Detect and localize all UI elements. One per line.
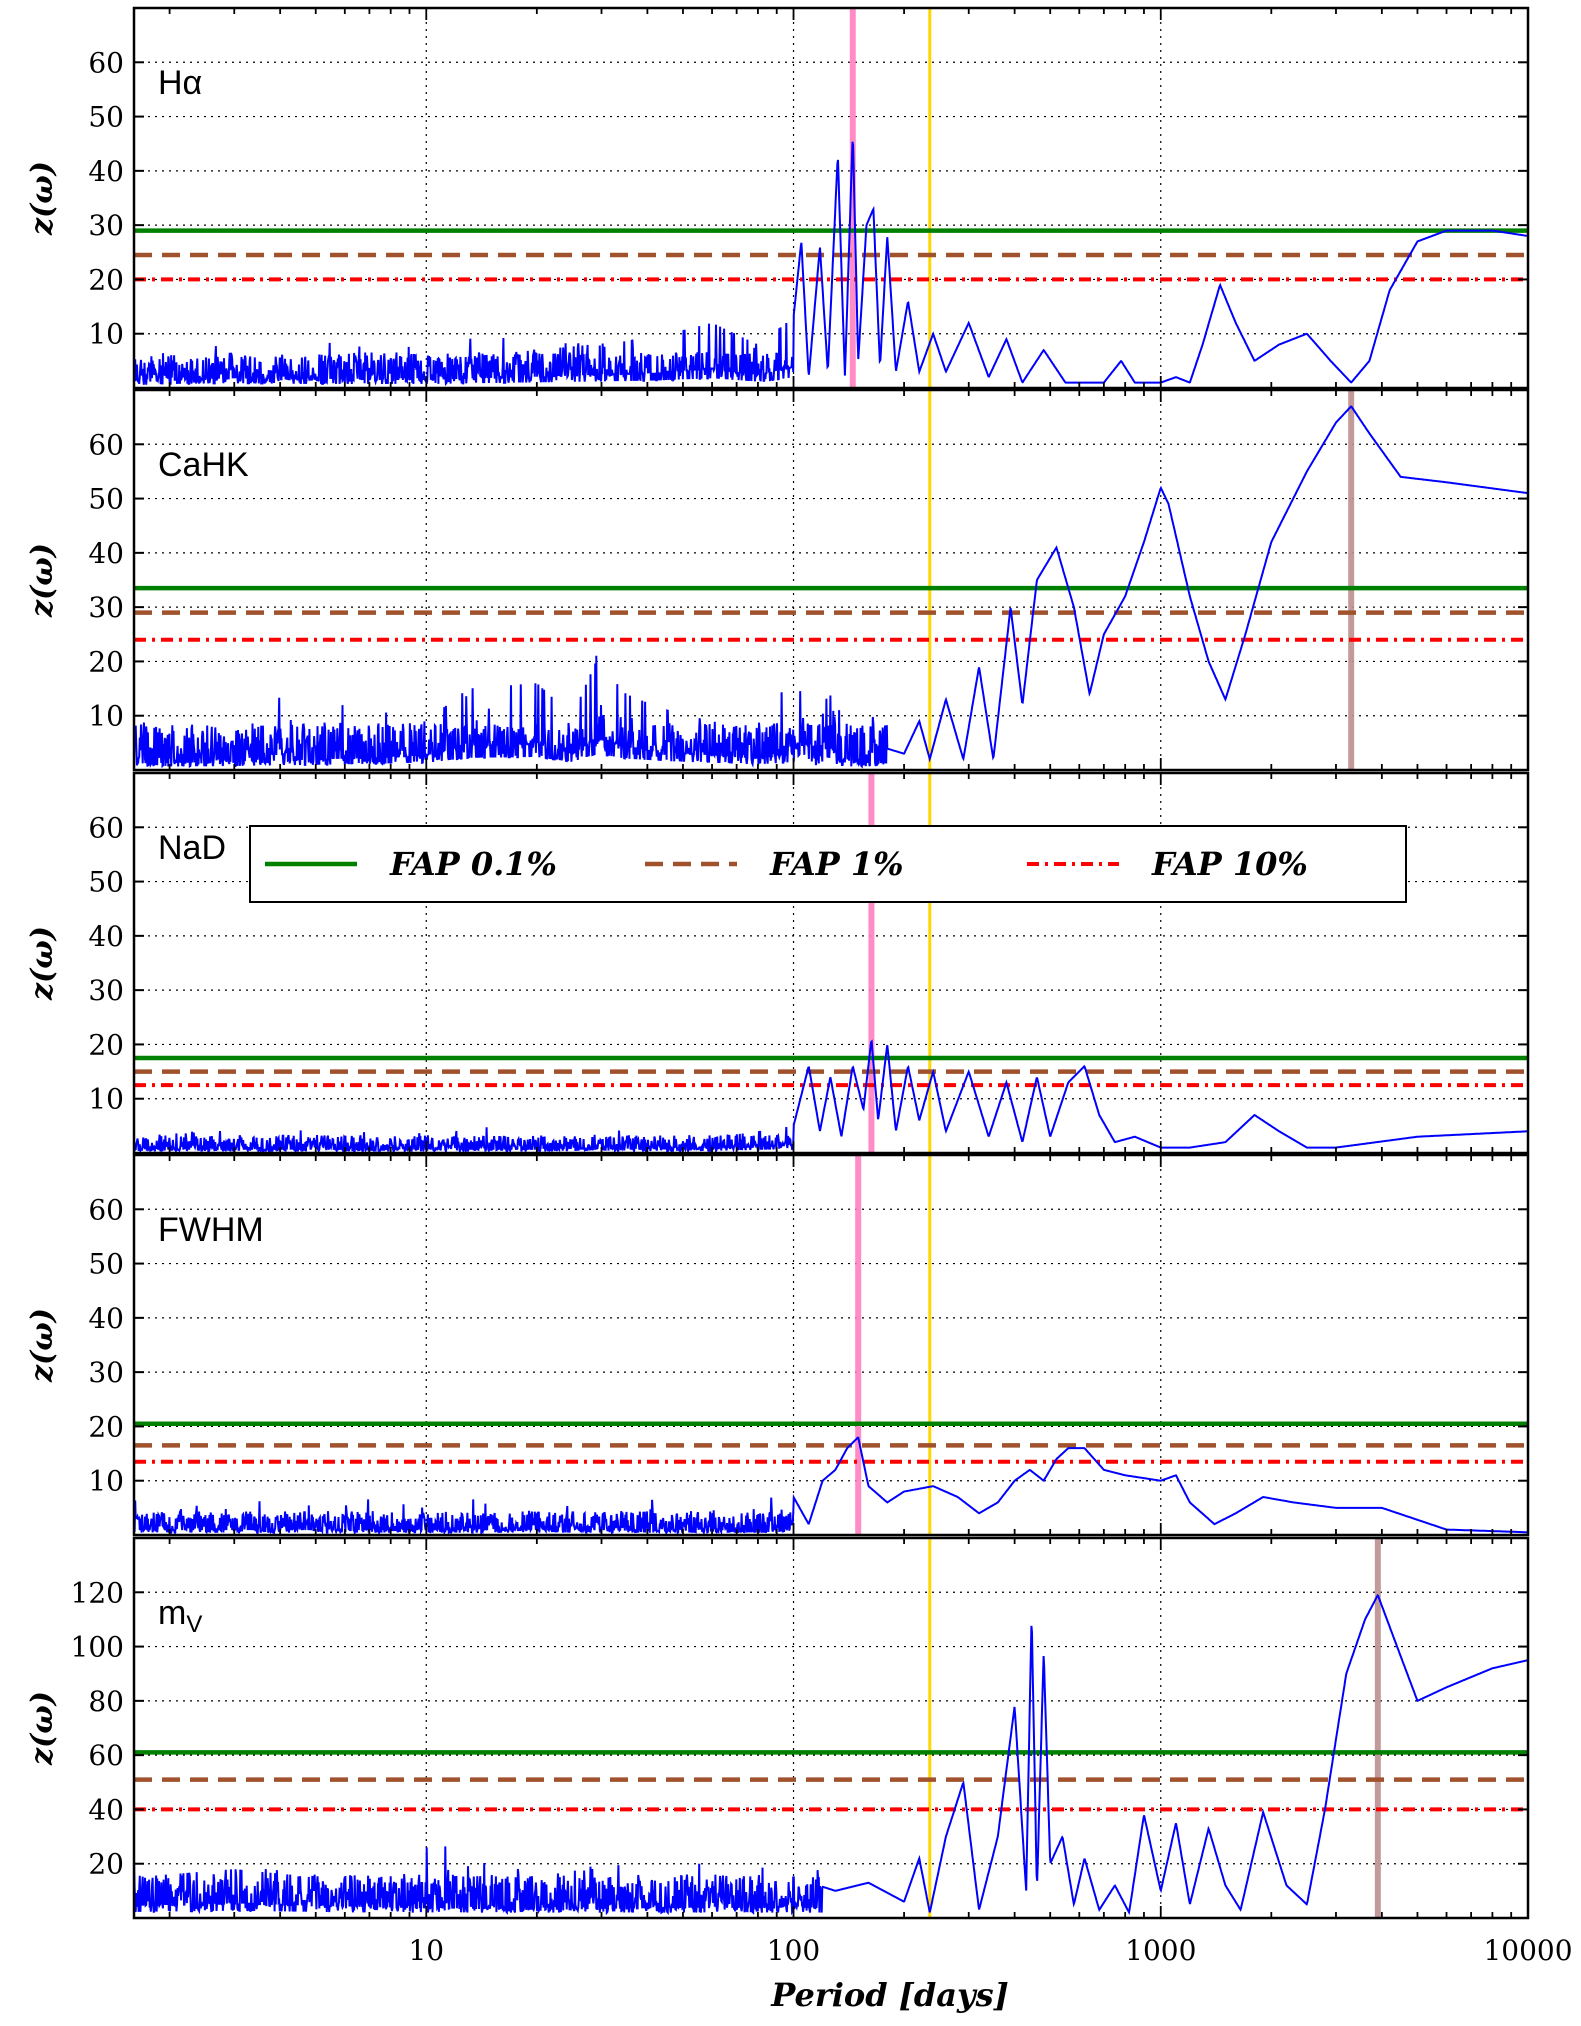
- y-tick-label: 40: [88, 920, 124, 953]
- y-tick-label: 60: [88, 46, 124, 79]
- y-tick-label: 20: [88, 1028, 124, 1061]
- y-tick-label: 30: [88, 591, 124, 624]
- panel-label: CaHK: [158, 446, 249, 484]
- periodogram-series-line: [134, 1039, 1528, 1153]
- y-tick-label: 40: [88, 1302, 124, 1335]
- panel-label: Hα: [158, 64, 202, 102]
- y-tick-label: 60: [88, 1739, 124, 1772]
- legend-label: FAP 0.1%: [389, 845, 557, 883]
- y-axis-label: z(ω): [25, 161, 60, 236]
- x-axis-label: Period [days]: [770, 1976, 1008, 2014]
- y-tick-label: 60: [88, 811, 124, 844]
- y-tick-label: 40: [88, 155, 124, 188]
- y-tick-label: 20: [88, 263, 124, 296]
- panel-frame: [132, 6, 1530, 390]
- legend-label: FAP 10%: [1151, 845, 1308, 883]
- panel-label: mV: [158, 1594, 202, 1638]
- panel-frame: [132, 1153, 1530, 1537]
- panel-plot-area: [134, 390, 1528, 770]
- y-axis-label: z(ω): [25, 926, 60, 1001]
- y-tick-label: 10: [88, 318, 124, 351]
- y-tick-label: 100: [71, 1631, 124, 1664]
- y-tick-label: 10: [88, 700, 124, 733]
- legend-label: FAP 1%: [769, 845, 904, 883]
- y-tick-label: 50: [88, 483, 124, 516]
- y-tick-label: 50: [88, 1248, 124, 1281]
- y-tick-label: 60: [88, 1193, 124, 1226]
- y-tick-label: 20: [88, 1848, 124, 1881]
- y-axis-label: z(ω): [25, 1691, 60, 1766]
- y-axis-label: z(ω): [25, 543, 60, 618]
- panel-2: 10 20 30 40 50 60 z(ω) NaD: [25, 771, 1530, 1155]
- panels-group: 102030405060z(ω)Hα102030405060z(ω)CaHK10…: [25, 6, 1530, 1920]
- panel-0: 10 20 30 40 50 60 z(ω) Hα: [25, 6, 1530, 390]
- legend: FAP 0.1% FAP 1% FAP 10%: [249, 825, 1407, 903]
- y-tick-label: 30: [88, 1356, 124, 1389]
- y-tick-label: 60: [88, 428, 124, 461]
- panel-3: 10 20 30 40 50 60 z(ω) FWHM: [25, 1153, 1530, 1537]
- y-tick-label: 10: [88, 1465, 124, 1498]
- panel-label: NaD: [158, 829, 226, 867]
- y-tick-label: 40: [88, 1793, 124, 1826]
- periodogram-series-line: [134, 1436, 1528, 1535]
- y-tick-label: 80: [88, 1685, 124, 1718]
- y-tick-label: 30: [88, 209, 124, 242]
- y-tick-label: 50: [88, 866, 124, 899]
- y-tick-label: 120: [71, 1576, 124, 1609]
- x-tick-label: 10000: [1483, 1934, 1572, 1967]
- x-tick-label: 100: [767, 1934, 820, 1967]
- panel-4: 20 40 60 80 100 120 z(ω) mV: [25, 1536, 1530, 1920]
- y-tick-label: 40: [88, 537, 124, 570]
- panel-frame: [132, 1536, 1530, 1920]
- x-tick-label: 10: [408, 1934, 444, 1967]
- periodogram-series-line: [134, 141, 1528, 387]
- panel-plot-area: [134, 8, 1528, 388]
- panel-label: FWHM: [158, 1211, 264, 1249]
- y-tick-label: 20: [88, 1410, 124, 1443]
- panel-1: 10 20 30 40 50 60 z(ω) CaHK: [25, 388, 1530, 772]
- x-tick-label: 1000: [1125, 1934, 1196, 1967]
- y-tick-label: 10: [88, 1083, 124, 1116]
- panel-label-subscript: V: [186, 1611, 202, 1638]
- panel-plot-area: [134, 1155, 1528, 1535]
- periodogram-series-line: [134, 405, 1528, 769]
- y-tick-label: 50: [88, 101, 124, 134]
- legend-box: [249, 825, 1407, 903]
- panel-frame: [132, 388, 1530, 772]
- y-tick-label: 20: [88, 645, 124, 678]
- panel-frame: [132, 771, 1530, 1155]
- periodogram-series-line: [134, 1593, 1528, 1916]
- panel-plot-area: [134, 1538, 1528, 1918]
- y-tick-label: 30: [88, 974, 124, 1007]
- y-axis-label: z(ω): [25, 1308, 60, 1383]
